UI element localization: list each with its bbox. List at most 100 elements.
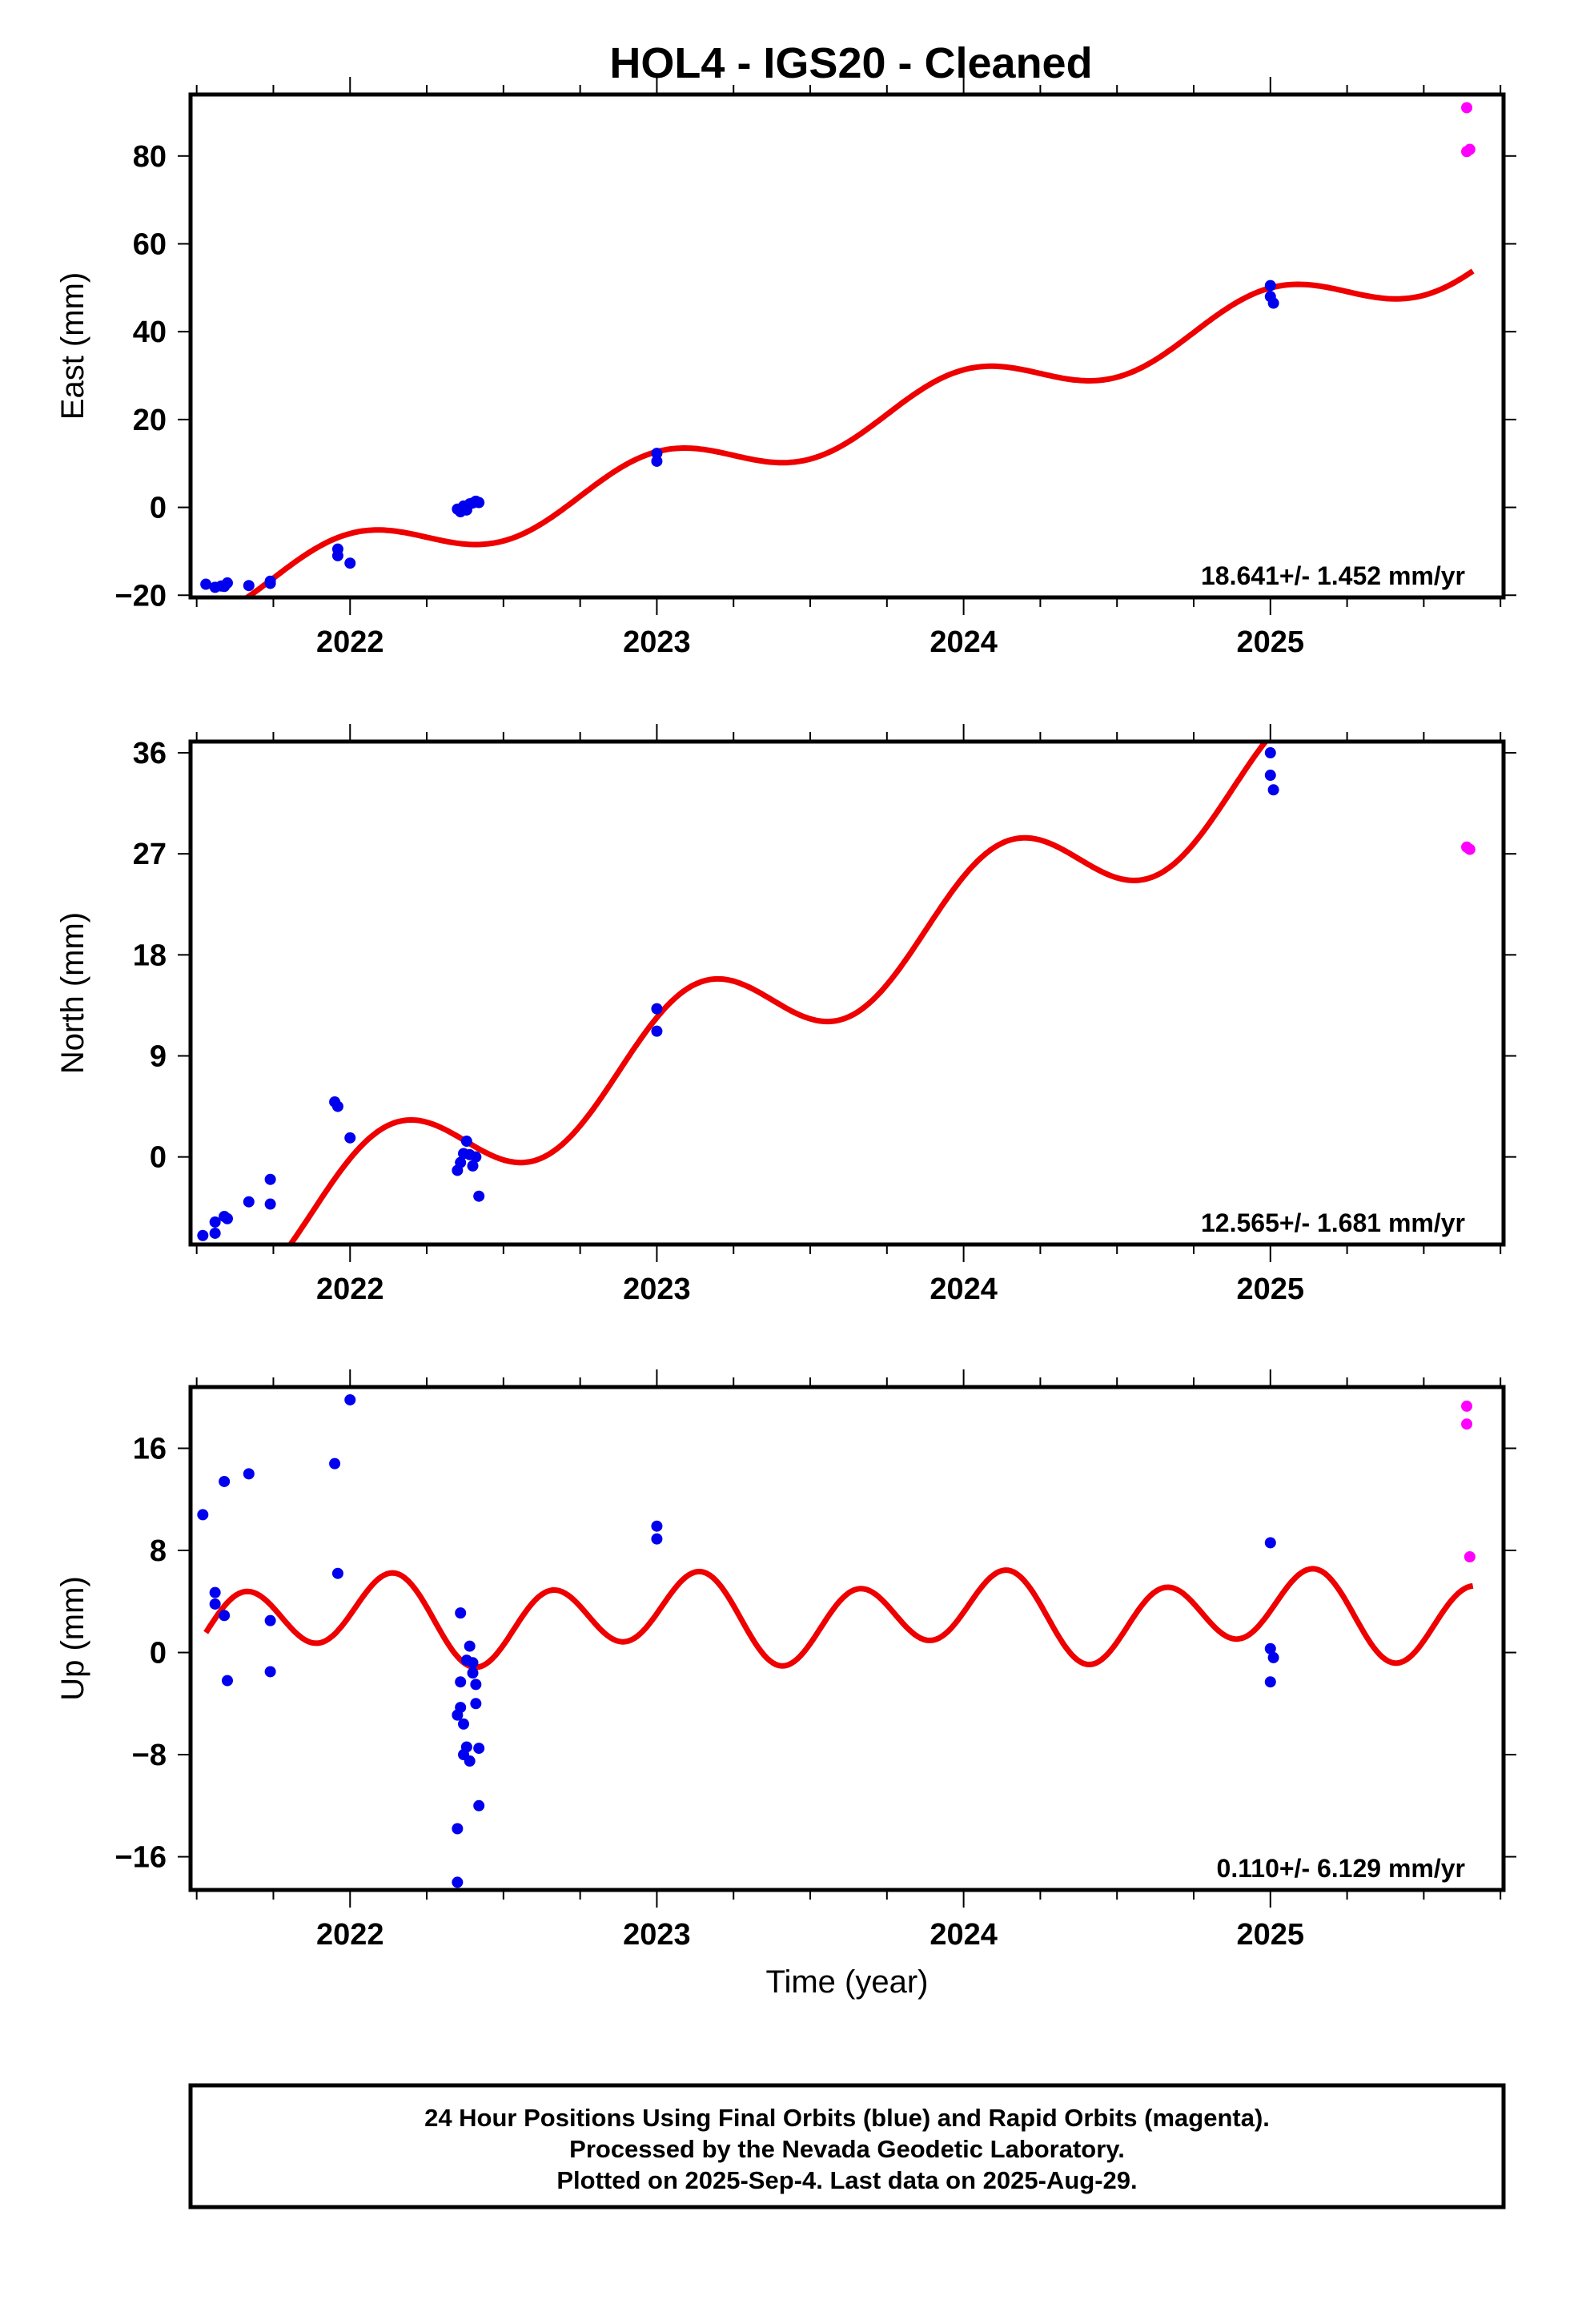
up-final-point [455, 1676, 467, 1688]
up-final-point [458, 1718, 470, 1730]
up-final-point [460, 1741, 472, 1753]
east-final-point [651, 455, 663, 467]
north-final-point [467, 1160, 479, 1172]
east-rapid-point [1464, 143, 1476, 155]
east-final-point [1267, 297, 1279, 309]
east-plot-frame [188, 92, 1506, 600]
up-final-point [455, 1607, 467, 1619]
north-y-tick-label: 27 [133, 838, 167, 871]
up-final-point [1264, 1537, 1276, 1549]
up-final-point [473, 1743, 485, 1755]
north-final-point [264, 1198, 276, 1210]
east-y-tick-label: 20 [133, 404, 167, 437]
up-final-point [651, 1520, 663, 1532]
up-panel: −16 −8 0 8 16 2022 2023 2024 2025 Up (mm) 0.110+/-… [55, 1369, 1516, 1952]
up-final-point [470, 1679, 482, 1691]
east-final-point [651, 448, 663, 460]
east-x-tick-label: 2024 [930, 625, 998, 659]
x-axis-label: Time (year) [766, 1964, 929, 2000]
north-final-point [209, 1216, 221, 1228]
north-x-tick-label: 2022 [316, 1273, 384, 1306]
up-final-point [221, 1675, 233, 1687]
north-y-tick-label: 9 [150, 1040, 167, 1074]
chart-title: HOL4 - IGS20 - Cleaned [609, 39, 1092, 87]
north-final-point [473, 1190, 485, 1202]
up-final-point [1264, 1676, 1276, 1688]
north-x-tick-label: 2025 [1237, 1273, 1305, 1306]
up-y-axis-label: Up (mm) [55, 1576, 90, 1701]
east-final-point [221, 577, 233, 589]
north-rapid-point [1464, 843, 1476, 855]
north-final-point [1264, 747, 1276, 759]
north-final-point [197, 1229, 209, 1241]
up-rapid-point [1464, 1550, 1476, 1562]
up-model-curve [203, 1566, 1474, 1671]
north-final-point [344, 1132, 356, 1144]
north-y-tick-label: 36 [133, 737, 167, 770]
up-final-point [209, 1586, 221, 1598]
north-final-point [1267, 784, 1279, 796]
up-rapid-point [1461, 1400, 1473, 1412]
north-final-point [221, 1212, 233, 1224]
east-y-tick-label: 40 [133, 316, 167, 349]
north-final-point [264, 1173, 276, 1185]
north-final-point [243, 1196, 255, 1208]
north-x-tick-label: 2023 [623, 1273, 691, 1306]
east-final-point [200, 578, 212, 590]
north-plot-frame [188, 739, 1506, 1247]
north-final-point [455, 1156, 467, 1168]
east-final-point [243, 580, 255, 592]
north-final-point [651, 1025, 663, 1037]
up-final-point [467, 1657, 479, 1669]
north-final-point [470, 1151, 482, 1163]
footer-line-2: Processed by the Nevada Geodetic Laborat… [569, 2135, 1125, 2163]
up-final-point [452, 1876, 464, 1888]
east-model-curve [242, 268, 1475, 597]
north-y-tick-label: 18 [133, 939, 167, 972]
east-x-tick-label: 2023 [623, 625, 691, 659]
up-x-tick-label: 2024 [930, 1918, 998, 1952]
north-y-tick-label: 0 [150, 1141, 167, 1175]
up-x-tick-label: 2022 [316, 1918, 384, 1952]
east-final-point [1264, 279, 1276, 292]
up-final-point [464, 1755, 476, 1767]
up-final-point [344, 1393, 356, 1405]
north-final-point [460, 1136, 472, 1148]
east-y-tick-label: 80 [133, 140, 167, 174]
footer-box: 24 Hour Positions Using Final Orbits (bl… [188, 2083, 1506, 2209]
up-final-point [197, 1509, 209, 1521]
north-x-tick-label: 2024 [930, 1273, 998, 1306]
up-y-tick-label: −16 [115, 1841, 167, 1875]
up-final-point [1264, 1642, 1276, 1655]
up-y-tick-label: −8 [132, 1739, 167, 1772]
up-plot-frame [188, 1385, 1506, 1892]
up-final-point [452, 1709, 464, 1721]
up-final-point [452, 1823, 464, 1835]
east-final-point [331, 549, 343, 561]
east-x-tick-label: 2022 [316, 625, 384, 659]
up-final-point [331, 1567, 343, 1579]
up-x-tick-label: 2025 [1237, 1918, 1305, 1952]
north-y-axis-label: North (mm) [55, 912, 90, 1074]
up-final-point [470, 1698, 482, 1710]
north-rate-label: 12.565+/- 1.681 mm/yr [1201, 1208, 1465, 1237]
east-y-axis-label: East (mm) [55, 272, 90, 420]
east-x-tick-label: 2025 [1237, 625, 1305, 659]
up-final-point [464, 1640, 476, 1652]
east-panel: −20 0 20 40 60 80 2022 2023 2024 2025 East (mm) 18.… [55, 77, 1516, 659]
north-final-point [1264, 770, 1276, 782]
up-final-point [219, 1475, 231, 1487]
north-panel: 0 9 18 27 36 2022 2023 2024 2025 North (mm) 12.565… [55, 724, 1516, 1306]
up-final-point [651, 1533, 663, 1545]
up-y-tick-label: 8 [150, 1534, 167, 1568]
up-final-point [329, 1458, 341, 1470]
up-final-point [264, 1666, 276, 1678]
north-final-point [209, 1227, 221, 1239]
east-rapid-point [1461, 102, 1473, 114]
up-final-point [209, 1598, 221, 1610]
up-rate-label: 0.110+/- 6.129 mm/yr [1217, 1854, 1465, 1883]
up-y-tick-label: 0 [150, 1637, 167, 1671]
up-final-point [219, 1610, 231, 1622]
north-model-curve [287, 742, 1449, 1244]
